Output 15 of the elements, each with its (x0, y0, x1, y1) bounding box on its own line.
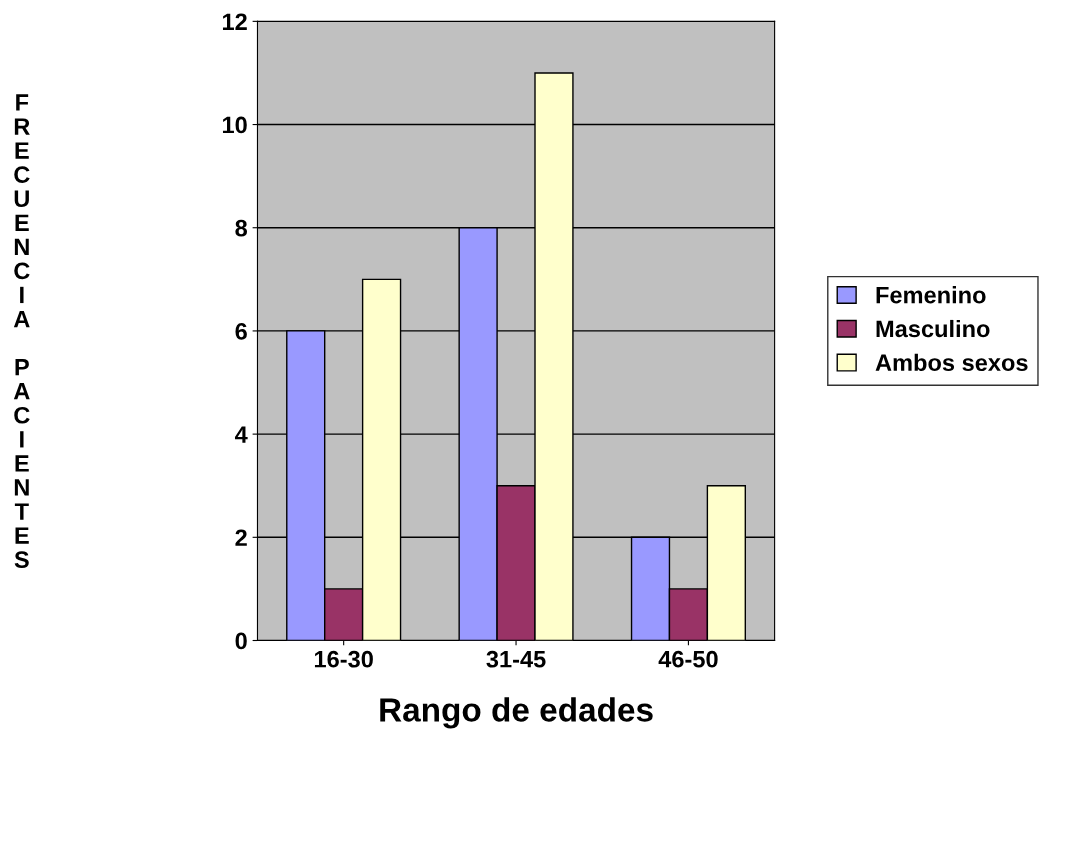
y-tick-label: 2 (235, 529, 247, 546)
y-tick-label: 4 (234, 426, 248, 443)
legend-label: Femenino (876, 286, 986, 304)
legend-label: Masculino (876, 319, 990, 338)
x-tick-label: 31-45 (486, 650, 546, 668)
y-tick-label: 8 (235, 219, 248, 237)
y-tick-label: 12 (222, 13, 247, 30)
x-axis-title: Rango de edades (380, 697, 653, 729)
x-tick-label: 46-50 (658, 650, 718, 668)
y-tick-label: 10 (222, 116, 247, 134)
y-tick-label: 0 (235, 632, 247, 650)
y-tick-label: 6 (235, 322, 247, 340)
x-tick-label: 16-30 (314, 650, 373, 668)
legend-label: Ambos sexos (875, 353, 1028, 372)
text: FRECUENCIA PACIENTES (13, 94, 30, 568)
